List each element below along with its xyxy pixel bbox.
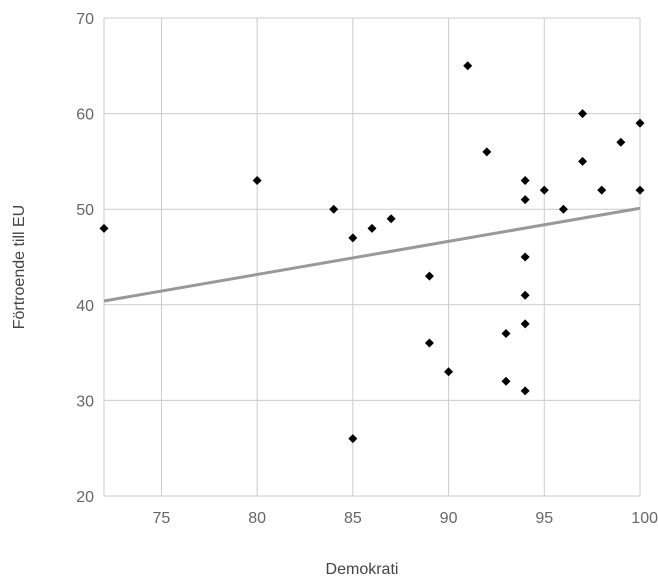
data-point (99, 223, 109, 233)
x-tick-label: 75 (153, 510, 171, 527)
data-point (520, 252, 530, 262)
data-point (501, 376, 511, 386)
data-point (501, 328, 511, 338)
data-point (635, 118, 645, 128)
data-point (558, 204, 568, 214)
data-point (578, 109, 588, 119)
data-point (424, 271, 434, 281)
data-point (520, 290, 530, 300)
tick-labels: 20 30 40 50 60 70 75 80 85 90 95 100 (76, 11, 658, 527)
data-point (616, 137, 626, 147)
x-tick-label: 85 (344, 510, 362, 527)
data-point (539, 185, 549, 195)
data-point (463, 61, 473, 71)
data-point (252, 176, 262, 186)
trendline-layer (103, 206, 641, 303)
data-point (597, 185, 607, 195)
data-point (367, 223, 377, 233)
x-axis-title: Demokrati (326, 561, 399, 578)
data-point (444, 367, 454, 377)
y-axis-title: Förtroende till EU (11, 205, 28, 330)
y-tick-label: 60 (76, 107, 94, 124)
data-points (99, 61, 645, 444)
data-point (578, 156, 588, 166)
grid-lines (103, 17, 641, 497)
y-tick-label: 70 (76, 11, 94, 28)
data-point (520, 195, 530, 205)
y-tick-label: 20 (76, 489, 94, 506)
data-point (520, 176, 530, 186)
data-point (329, 204, 339, 214)
x-tick-label: 95 (535, 510, 553, 527)
data-point (424, 338, 434, 348)
x-tick-label: 100 (631, 510, 658, 527)
y-tick-label: 40 (76, 298, 94, 315)
y-tick-label: 50 (76, 202, 94, 219)
data-point (635, 185, 645, 195)
data-point (386, 214, 396, 224)
data-point (348, 434, 358, 444)
x-tick-label: 90 (440, 510, 458, 527)
data-point (520, 386, 530, 396)
data-point (482, 147, 492, 157)
trendline (103, 206, 641, 303)
data-point (520, 319, 530, 329)
x-tick-label: 80 (248, 510, 266, 527)
y-tick-label: 30 (76, 393, 94, 410)
data-point (348, 233, 358, 243)
